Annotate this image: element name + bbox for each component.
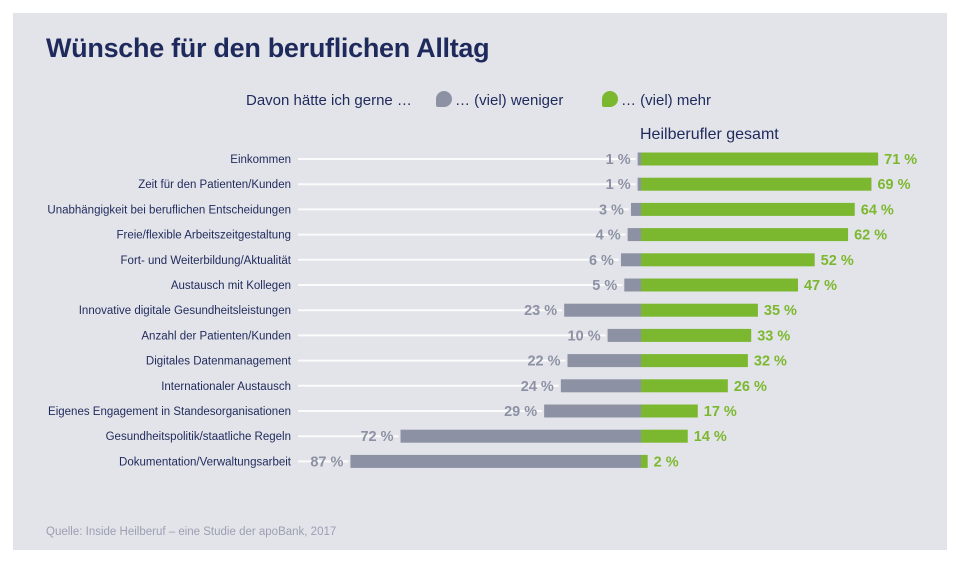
- value-label-more: 14 %: [694, 429, 727, 445]
- bar-more: [641, 253, 815, 267]
- value-label-more: 17 %: [704, 404, 737, 420]
- value-label-less: 29 %: [504, 404, 537, 420]
- bar-less: [567, 354, 641, 368]
- bar-less: [627, 228, 641, 242]
- value-label-less: 1 %: [606, 152, 631, 168]
- source-note: Quelle: Inside Heilberuf – eine Studie d…: [46, 526, 337, 538]
- bar-less: [607, 328, 641, 342]
- value-label-less: 6 %: [589, 253, 614, 269]
- bar-less: [637, 152, 641, 166]
- bar-less: [624, 278, 641, 292]
- bar-less: [637, 177, 641, 191]
- bar-more: [641, 228, 849, 242]
- category-label: Internationaler Austausch: [161, 381, 291, 393]
- bar-more: [641, 429, 688, 443]
- bar-less: [350, 454, 641, 468]
- category-label: Dokumentation/Verwaltungsarbeit: [119, 456, 292, 468]
- bar-less: [620, 253, 641, 267]
- bar-more: [641, 202, 855, 216]
- category-label: Unabhängigkeit bei beruflichen Entscheid…: [47, 204, 291, 216]
- value-label-less: 4 %: [596, 228, 621, 244]
- chart-subtitle: Heilberufler gesamt: [640, 126, 779, 143]
- value-label-more: 35 %: [764, 303, 797, 319]
- legend-intro: Davon hätte ich gerne …: [246, 92, 412, 109]
- bar-more: [641, 177, 872, 191]
- bar-more: [641, 354, 748, 368]
- chart-title: Wünsche für den beruflichen Alltag: [46, 33, 490, 63]
- value-label-less: 1 %: [606, 177, 631, 193]
- value-label-more: 71 %: [884, 152, 917, 168]
- value-label-more: 62 %: [854, 228, 887, 244]
- value-label-less: 24 %: [521, 379, 554, 395]
- category-label: Eigenes Engagement in Standesorganisatio…: [48, 406, 291, 418]
- bar-more: [641, 303, 758, 317]
- value-label-less: 23 %: [524, 303, 557, 319]
- value-label-more: 26 %: [734, 379, 767, 395]
- bar-more: [641, 278, 798, 292]
- bar-more: [641, 152, 879, 166]
- value-label-more: 33 %: [757, 328, 790, 344]
- value-label-less: 5 %: [592, 278, 617, 294]
- bar-more: [641, 379, 728, 393]
- category-label: Einkommen: [230, 154, 291, 166]
- bar-less: [630, 202, 641, 216]
- category-label: Innovative digitale Gesundheitsleistunge…: [79, 305, 291, 317]
- bar-less: [400, 429, 641, 443]
- legend-less-label: … (viel) weniger: [455, 92, 564, 109]
- value-label-less: 72 %: [360, 429, 393, 445]
- legend-more-swatch: [602, 91, 618, 107]
- legend-more-label: … (viel) mehr: [621, 92, 712, 109]
- value-label-more: 47 %: [804, 278, 837, 294]
- bar-more: [641, 454, 648, 468]
- category-label: Freie/flexible Arbeitszeitgestaltung: [116, 230, 291, 242]
- category-label: Gesundheitspolitik/staatliche Regeln: [106, 431, 291, 443]
- bar-more: [641, 328, 752, 342]
- category-label: Anzahl der Patienten/Kunden: [141, 330, 291, 342]
- value-label-more: 32 %: [754, 354, 787, 370]
- category-label: Zeit für den Patienten/Kunden: [138, 179, 291, 191]
- value-label-more: 52 %: [821, 253, 854, 269]
- value-label-less: 87 %: [310, 454, 343, 470]
- bar-more: [641, 404, 698, 418]
- bar-less: [560, 379, 641, 393]
- value-label-more: 64 %: [861, 202, 894, 218]
- category-label: Austausch mit Kollegen: [171, 280, 291, 292]
- value-label-less: 3 %: [599, 202, 624, 218]
- legend-less-swatch: [436, 91, 452, 107]
- value-label-more: 69 %: [877, 177, 910, 193]
- value-label-less: 10 %: [568, 328, 601, 344]
- category-label: Digitales Datenmanagement: [146, 356, 292, 368]
- value-label-less: 22 %: [527, 354, 560, 370]
- category-label: Fort- und Weiterbildung/Aktualität: [121, 255, 292, 267]
- bar-less: [564, 303, 641, 317]
- bar-less: [544, 404, 641, 418]
- value-label-more: 2 %: [654, 454, 679, 470]
